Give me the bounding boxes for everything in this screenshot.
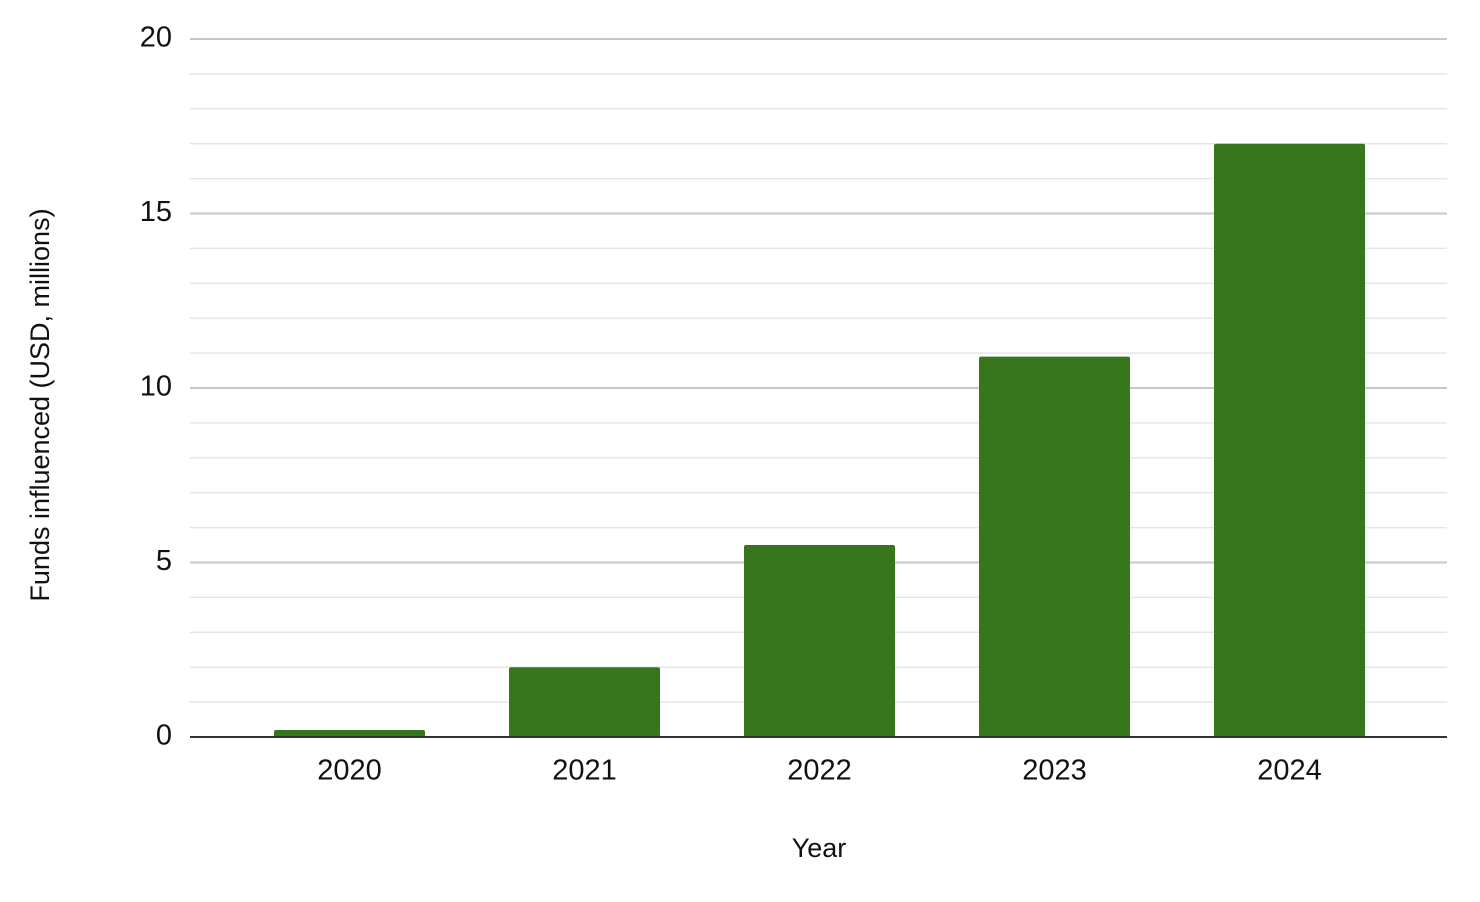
y-tick-label: 0	[156, 720, 172, 752]
y-tick-label: 10	[140, 371, 172, 403]
y-tick-label: 20	[140, 22, 172, 54]
x-tick-label: 2020	[317, 755, 382, 787]
x-tick-label: 2021	[552, 755, 617, 787]
x-tick-label: 2023	[1022, 755, 1087, 787]
x-axis-title: Year	[792, 833, 847, 863]
bar	[274, 730, 425, 737]
y-tick-label: 5	[156, 545, 172, 577]
y-axis-title: Funds influenced (USD, millions)	[25, 208, 55, 601]
bar	[979, 356, 1130, 737]
x-tick-label: 2022	[787, 755, 852, 787]
bar	[1214, 143, 1365, 737]
bar	[744, 545, 895, 737]
bar	[509, 667, 660, 737]
y-tick-label: 15	[140, 196, 172, 228]
x-tick-label: 2024	[1257, 755, 1322, 787]
